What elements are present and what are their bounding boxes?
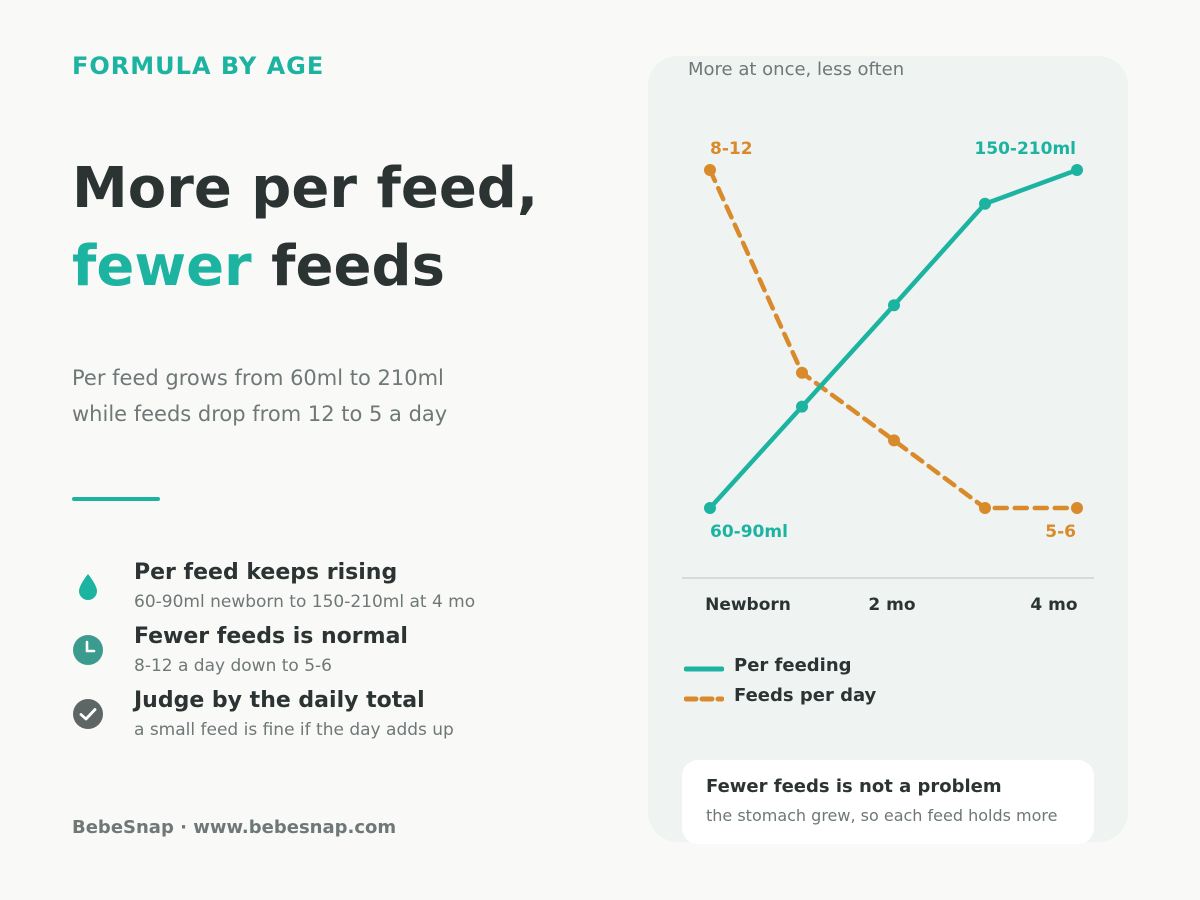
headline-rest: feeds (251, 234, 445, 299)
legend-label: Feeds per day (734, 685, 877, 706)
annotation-feeds-end: 5-6 (1045, 522, 1076, 542)
x-tick-labels: Newborn 2 mo 4 mo (705, 595, 1077, 615)
point-title: Fewer feeds is normal (134, 624, 408, 649)
point-desc: a small feed is fine if the day adds up (134, 720, 454, 740)
per-feeding-point-3 (979, 197, 991, 210)
point-title: Per feed keeps rising (134, 560, 398, 585)
feeds-per-day-series (704, 164, 1083, 514)
subtitle-line-2: while feeds drop from 12 to 5 a day (72, 402, 448, 426)
chart-title: More at once, less often (688, 59, 905, 80)
feeds-per-day-point-3 (979, 502, 991, 514)
x-tick-label: Newborn (705, 595, 791, 615)
drop-icon (79, 574, 97, 600)
x-tick-label: 4 mo (1030, 595, 1077, 615)
point-desc: 60-90ml newborn to 150-210ml at 4 mo (134, 592, 476, 612)
per-feeding-series (704, 164, 1083, 514)
x-tick-label: 2 mo (868, 595, 915, 615)
legend-swatch-dashed (684, 696, 724, 702)
point-daily-total: Judge by the daily total a small feed is… (72, 688, 592, 748)
legend-item-feeds-per-day: Feeds per day (684, 684, 944, 714)
note-title: Fewer feeds is not a problem (706, 776, 1002, 797)
subtitle: Per feed grows from 60ml to 210ml while … (72, 360, 572, 432)
per-feeding-point-2 (888, 299, 900, 312)
legend-label: Per feeding (734, 655, 852, 676)
footer-brand: BebeSnap · www.bebesnap.com (72, 817, 397, 838)
per-feeding-point-1 (796, 400, 808, 413)
point-per-feed: Per feed keeps rising 60-90ml newborn to… (72, 560, 592, 620)
point-title: Judge by the daily total (134, 688, 425, 713)
feeds-per-day-line (707, 167, 1080, 511)
feeds-per-day-point-4 (1071, 502, 1083, 514)
per-feeding-point-4 (1071, 164, 1083, 176)
chart-legend: Per feeding Feeds per day (684, 654, 944, 714)
annotation-per-feed-start: 60-90ml (710, 522, 788, 542)
headline-line-1: More per feed, (72, 156, 539, 221)
note-desc: the stomach grew, so each feed holds mor… (706, 806, 1058, 825)
point-desc: 8-12 a day down to 5-6 (134, 656, 332, 676)
check-icon (73, 699, 103, 729)
point-fewer-feeds: Fewer feeds is normal 8-12 a day down to… (72, 624, 592, 684)
per-feeding-point-0 (704, 502, 716, 514)
annotation-per-feed-end: 150-210ml (974, 139, 1076, 159)
clock-icon (73, 635, 103, 665)
accent-divider (72, 497, 160, 501)
per-feeding-line (707, 167, 1080, 511)
info-note: Fewer feeds is not a problem the stomach… (682, 760, 1094, 844)
chart-card: More at once, less often Newborn 2 mo 4 mo… (648, 56, 1128, 844)
legend-item-per-feeding: Per feeding (684, 654, 944, 684)
subtitle-line-1: Per feed grows from 60ml to 210ml (72, 366, 444, 390)
feeds-per-day-point-1 (796, 366, 808, 379)
annotation-feeds-start: 8-12 (710, 139, 753, 159)
feeds-per-day-point-2 (888, 434, 900, 447)
line-chart: Newborn 2 mo 4 mo 8-12 150-210ml 60-90ml 5… (682, 139, 1094, 615)
headline-accent: fewer (72, 234, 252, 299)
headline: More per feed, fewer feeds (72, 150, 538, 306)
legend-swatch-solid (684, 666, 724, 672)
kicker-label: FORMULA BY AGE (72, 52, 325, 80)
feeds-per-day-point-0 (704, 164, 716, 176)
